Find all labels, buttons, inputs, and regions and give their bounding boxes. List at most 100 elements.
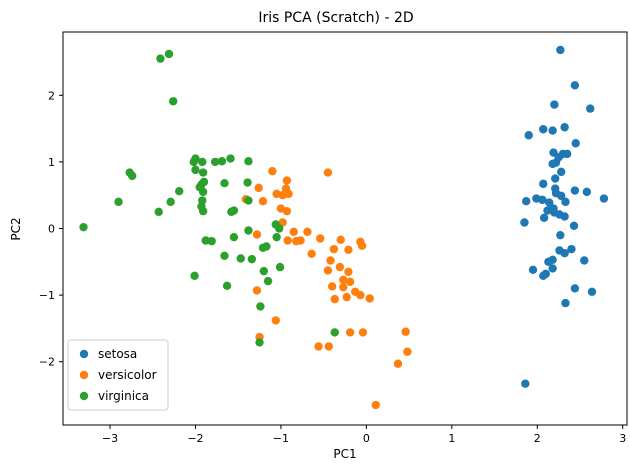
point-versicolor	[252, 230, 262, 239]
point-setosa	[570, 81, 580, 90]
point-virginica	[191, 165, 200, 175]
point-virginica	[198, 206, 208, 216]
point-versicolor	[316, 234, 325, 243]
point-versicolor	[252, 286, 262, 295]
point-setosa	[599, 194, 609, 203]
point-setosa	[539, 271, 548, 280]
point-setosa	[570, 186, 580, 195]
point-virginica	[229, 232, 239, 242]
legend-label-setosa: setosa	[98, 347, 137, 361]
point-versicolor	[329, 244, 339, 254]
point-setosa	[548, 159, 557, 169]
y-tick-label: 0	[48, 223, 55, 236]
point-virginica	[220, 251, 229, 261]
point-setosa	[532, 194, 541, 203]
point-virginica	[275, 262, 285, 272]
point-setosa	[571, 139, 580, 148]
point-virginica	[259, 266, 269, 276]
point-virginica	[226, 154, 235, 163]
point-versicolor	[393, 359, 403, 368]
legend-marker-versicolor	[79, 370, 89, 380]
point-versicolor	[344, 267, 353, 276]
point-setosa	[520, 218, 529, 227]
point-versicolor	[336, 235, 345, 245]
point-versicolor	[345, 328, 355, 337]
point-versicolor	[339, 282, 348, 292]
point-versicolor	[323, 168, 333, 177]
point-virginica	[198, 187, 208, 197]
point-virginica	[166, 197, 175, 207]
point-versicolor	[278, 190, 287, 200]
point-virginica	[263, 276, 273, 286]
point-virginica	[255, 338, 264, 347]
point-virginica	[220, 179, 229, 188]
point-versicolor	[323, 266, 333, 275]
point-versicolor	[342, 292, 351, 302]
x-tick-label: 1	[448, 432, 455, 445]
point-versicolor	[326, 256, 335, 265]
point-versicolor	[307, 249, 316, 259]
point-setosa	[587, 287, 597, 296]
point-virginica	[244, 226, 253, 235]
point-setosa	[558, 149, 568, 159]
point-virginica	[222, 281, 232, 290]
legend-marker-virginica	[79, 391, 89, 401]
x-tick-label: −3	[102, 432, 118, 445]
point-setosa	[570, 284, 580, 293]
point-virginica	[189, 157, 198, 167]
point-setosa	[557, 191, 566, 201]
point-versicolor	[282, 206, 292, 216]
y-axis: −2 −1 0 1 2	[39, 89, 63, 369]
point-virginica	[114, 197, 123, 207]
point-versicolor	[371, 400, 380, 410]
point-virginica	[210, 157, 220, 167]
point-virginica	[156, 54, 165, 63]
x-tick-label: −2	[187, 432, 203, 445]
point-setosa	[556, 45, 565, 55]
x-tick-label: −1	[273, 432, 289, 445]
point-virginica	[236, 254, 245, 263]
point-virginica	[217, 157, 227, 166]
point-virginica	[244, 196, 253, 205]
point-setosa	[582, 187, 592, 197]
point-versicolor	[330, 294, 339, 304]
point-versicolor	[254, 183, 263, 193]
point-setosa	[548, 126, 557, 135]
point-virginica	[227, 207, 236, 217]
point-setosa	[524, 131, 533, 140]
point-versicolor	[358, 328, 368, 337]
y-axis-label: PC2	[9, 217, 23, 240]
point-virginica	[243, 178, 252, 187]
x-axis-label: PC1	[333, 447, 356, 461]
point-setosa	[560, 248, 569, 258]
legend-box	[67, 339, 169, 411]
point-versicolor	[357, 241, 367, 251]
point-setosa	[561, 197, 570, 207]
x-tick-label: 0	[363, 432, 370, 445]
point-versicolor	[356, 290, 365, 300]
point-virginica	[198, 157, 207, 167]
point-virginica	[330, 328, 339, 337]
chart-title: Iris PCA (Scratch) - 2D	[258, 10, 413, 26]
point-versicolor	[324, 342, 333, 351]
point-virginica	[175, 186, 184, 196]
legend-marker-setosa	[79, 349, 89, 359]
point-versicolor	[314, 342, 323, 351]
point-virginica	[79, 222, 88, 232]
x-tick-label: 3	[619, 432, 626, 445]
point-setosa	[557, 167, 566, 177]
point-versicolor	[403, 347, 412, 356]
point-setosa	[539, 179, 548, 189]
point-virginica	[244, 157, 253, 166]
point-versicolor	[296, 236, 305, 245]
point-versicolor	[335, 262, 345, 272]
point-virginica	[207, 236, 216, 246]
point-virginica	[198, 168, 208, 177]
point-setosa	[539, 213, 549, 223]
point-versicolor	[339, 275, 348, 284]
y-tick-label: 1	[48, 156, 55, 169]
legend-label-versicolor: versicolor	[98, 368, 157, 382]
point-setosa	[586, 104, 595, 113]
point-virginica	[169, 97, 178, 106]
